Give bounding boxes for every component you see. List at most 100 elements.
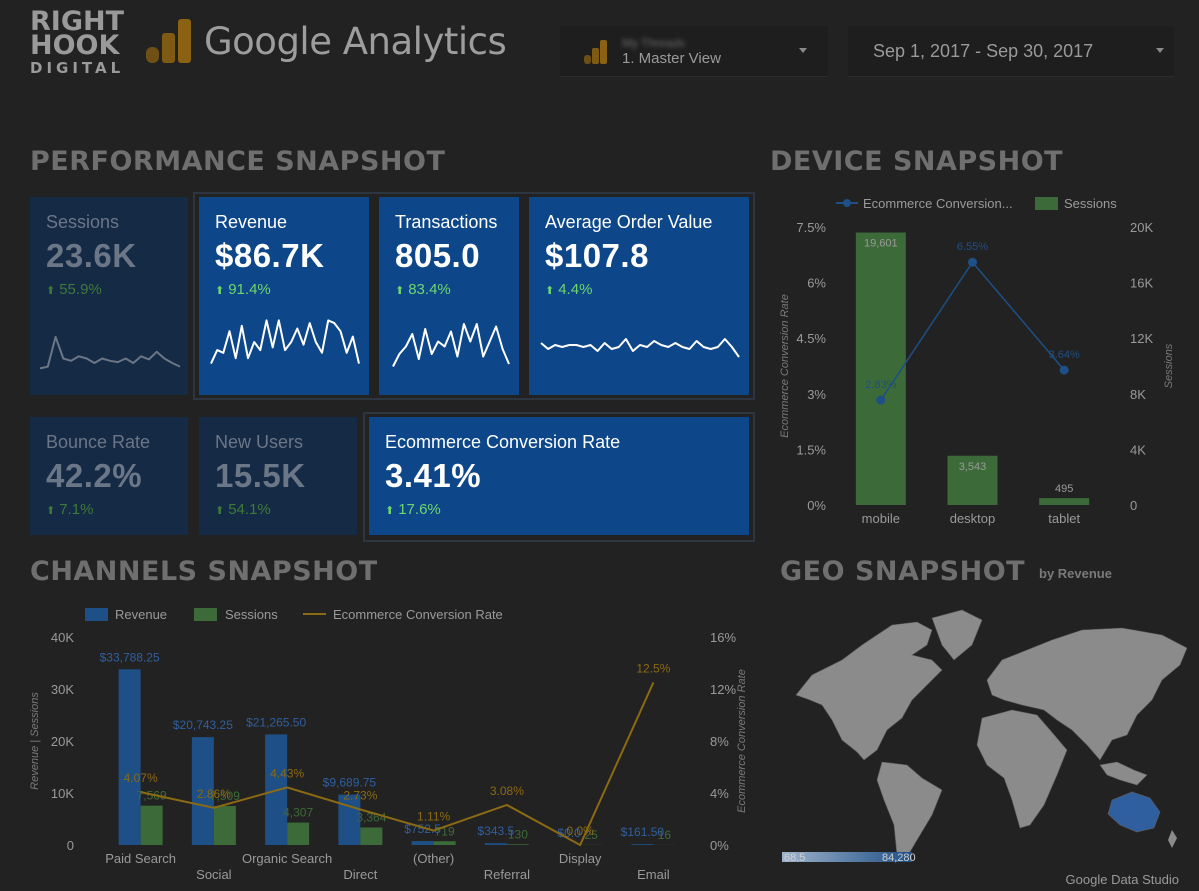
scorecard-label: Average Order Value	[545, 212, 713, 232]
scorecard-value: 805.0	[395, 237, 481, 274]
arrow-up-icon: ⬆	[215, 285, 225, 297]
legend-label: Ecommerce Conversion...	[863, 196, 1013, 211]
revenue-bar-label: $33,788.25	[100, 650, 160, 664]
sessions-bar-label: 19,601	[864, 238, 898, 250]
scorecard-delta: 55.9%	[59, 281, 102, 298]
map-africa	[976, 709, 1068, 829]
arrow-up-icon: ⬆	[46, 285, 56, 297]
sessions-bar	[287, 822, 310, 845]
sessions-bar-label: 16	[658, 828, 672, 842]
y-left-tick: 40K	[51, 630, 74, 645]
y-left-tick: 30K	[51, 682, 74, 697]
scorecard-value: 23.6K	[46, 237, 137, 274]
sessions-bar-label: 3,543	[959, 461, 987, 473]
sessions-bar	[213, 805, 236, 845]
sparkline-path	[392, 323, 510, 367]
date-range-selector[interactable]: Sep 1, 2017 - Sep 30, 2017	[848, 26, 1174, 77]
google-data-studio-credit: Google Data Studio	[1065, 872, 1179, 887]
conversion-label: 1.11%	[417, 810, 450, 824]
conversion-label: 4.07%	[124, 771, 158, 785]
scorecard-transactions[interactable]: Transactions 805.0 ⬆ 83.4%	[379, 197, 519, 395]
legend-label: Sessions	[225, 607, 278, 622]
map-greenland	[931, 609, 983, 661]
scorecard-ecommerce-conversion-rate[interactable]: Ecommerce Conversion Rate 3.41% ⬆ 17.6%	[369, 417, 749, 535]
x-tick-label: desktop	[950, 511, 996, 526]
scorecard-value: $107.8	[545, 237, 649, 274]
x-tick-label: Email	[637, 867, 670, 882]
scorecard-delta: 91.4%	[228, 281, 271, 298]
sessions-bar	[506, 844, 529, 845]
map-australia	[1107, 791, 1161, 833]
revenue-bar-label: $343.5	[478, 824, 515, 838]
device-snapshot-chart: Ecommerce Conversion... Sessions 7.5% 6% 4.5…	[779, 196, 1175, 526]
geo-snapshot-title: GEO SNAPSHOT	[780, 556, 1026, 587]
highlight-frame-bottom	[363, 412, 755, 542]
sessions-bar	[855, 232, 906, 506]
scorecard-delta: 83.4%	[408, 281, 451, 298]
scorecard-bounce-rate[interactable]: Bounce Rate 42.2% ⬆ 7.1%	[30, 417, 188, 535]
view-name: 1. Master View	[622, 50, 721, 67]
geo-world-map[interactable]	[782, 600, 1194, 870]
conversion-line	[140, 682, 655, 847]
y-right-tick: 16K	[1130, 276, 1153, 291]
conversion-label: 4.43%	[270, 766, 304, 780]
analytics-view-icon	[584, 40, 607, 64]
sessions-bar-label: 130	[508, 827, 528, 841]
y-left-axis-label: Revenue | Sessions	[29, 692, 41, 790]
map-north-america	[795, 621, 943, 761]
highlight-frame-top	[193, 192, 755, 400]
y-right-axis-label: Ecommerce Conversion Rate	[736, 669, 748, 813]
device-snapshot-title: DEVICE SNAPSHOT	[770, 146, 1064, 177]
conversion-label: 2.83%	[865, 379, 896, 391]
scorecard-label: Ecommerce Conversion Rate	[385, 432, 621, 452]
arrow-up-icon: ⬆	[545, 285, 555, 297]
map-new-zealand	[1168, 830, 1177, 848]
chevron-down-icon	[799, 48, 807, 53]
conversion-label: 0.0%	[566, 824, 594, 838]
right-hook-digital-logo: RIGHT HOOK DIGITAL	[30, 6, 124, 77]
x-tick-label: Paid Search	[105, 851, 176, 866]
y-left-tick: 6%	[807, 276, 826, 291]
y-right-tick: 0%	[710, 838, 729, 853]
y-right-tick: 0	[1130, 498, 1137, 513]
revenue-bar	[118, 669, 141, 845]
scorecard-average-order-value[interactable]: Average Order Value $107.8 ⬆ 4.4%	[529, 197, 749, 395]
scorecard-value: 3.41%	[385, 457, 482, 494]
legend-swatch	[1035, 197, 1058, 210]
x-tick-label: Organic Search	[242, 851, 332, 866]
map-south-america	[876, 761, 943, 863]
sessions-bar-label: 4,307	[283, 806, 313, 820]
scorecard-label: Transactions	[395, 212, 498, 232]
y-right-tick: 4%	[710, 786, 729, 801]
view-selector[interactable]: My Threads 1. Master View	[560, 26, 828, 77]
x-tick-label: Display	[559, 851, 602, 866]
geo-legend-max: 84,280	[882, 852, 916, 864]
y-left-axis-label: Ecommerce Conversion Rate	[779, 294, 791, 438]
scorecard-delta: 54.1%	[228, 501, 271, 518]
chevron-down-icon	[1156, 48, 1164, 53]
revenue-bar-label: $161.50	[621, 825, 665, 839]
scorecard-sessions[interactable]: Sessions 23.6K ⬆ 55.9%	[30, 197, 188, 395]
channels-snapshot-chart: Revenue Sessions Ecommerce Conversion Rate…	[29, 607, 748, 882]
revenue-bar	[484, 843, 507, 845]
y-left-tick: 0	[67, 838, 74, 853]
sessions-bar	[360, 827, 383, 845]
revenue-bar-label: $9,689.75	[323, 776, 377, 790]
x-tick-label: Referral	[484, 867, 530, 882]
sparkline	[540, 338, 740, 358]
conversion-point	[968, 257, 977, 267]
y-left-tick: 4.5%	[796, 331, 826, 346]
y-right-tick: 8K	[1130, 387, 1146, 402]
x-tick-label: Social	[196, 867, 232, 882]
x-tick-label: (Other)	[413, 851, 454, 866]
sessions-bar	[140, 805, 163, 845]
sessions-bar	[947, 455, 998, 505]
scorecard-new-users[interactable]: New Users 15.5K ⬆ 54.1%	[199, 417, 357, 535]
scorecard-revenue[interactable]: Revenue $86.7K ⬆ 91.4%	[199, 197, 369, 395]
sparkline	[210, 319, 360, 365]
y-left-tick: 3%	[807, 387, 826, 402]
legend-label: Ecommerce Conversion Rate	[333, 607, 503, 622]
scorecard-delta: 7.1%	[59, 501, 94, 518]
x-tick-label: Direct	[343, 867, 377, 882]
date-range-text: Sep 1, 2017 - Sep 30, 2017	[873, 41, 1094, 61]
